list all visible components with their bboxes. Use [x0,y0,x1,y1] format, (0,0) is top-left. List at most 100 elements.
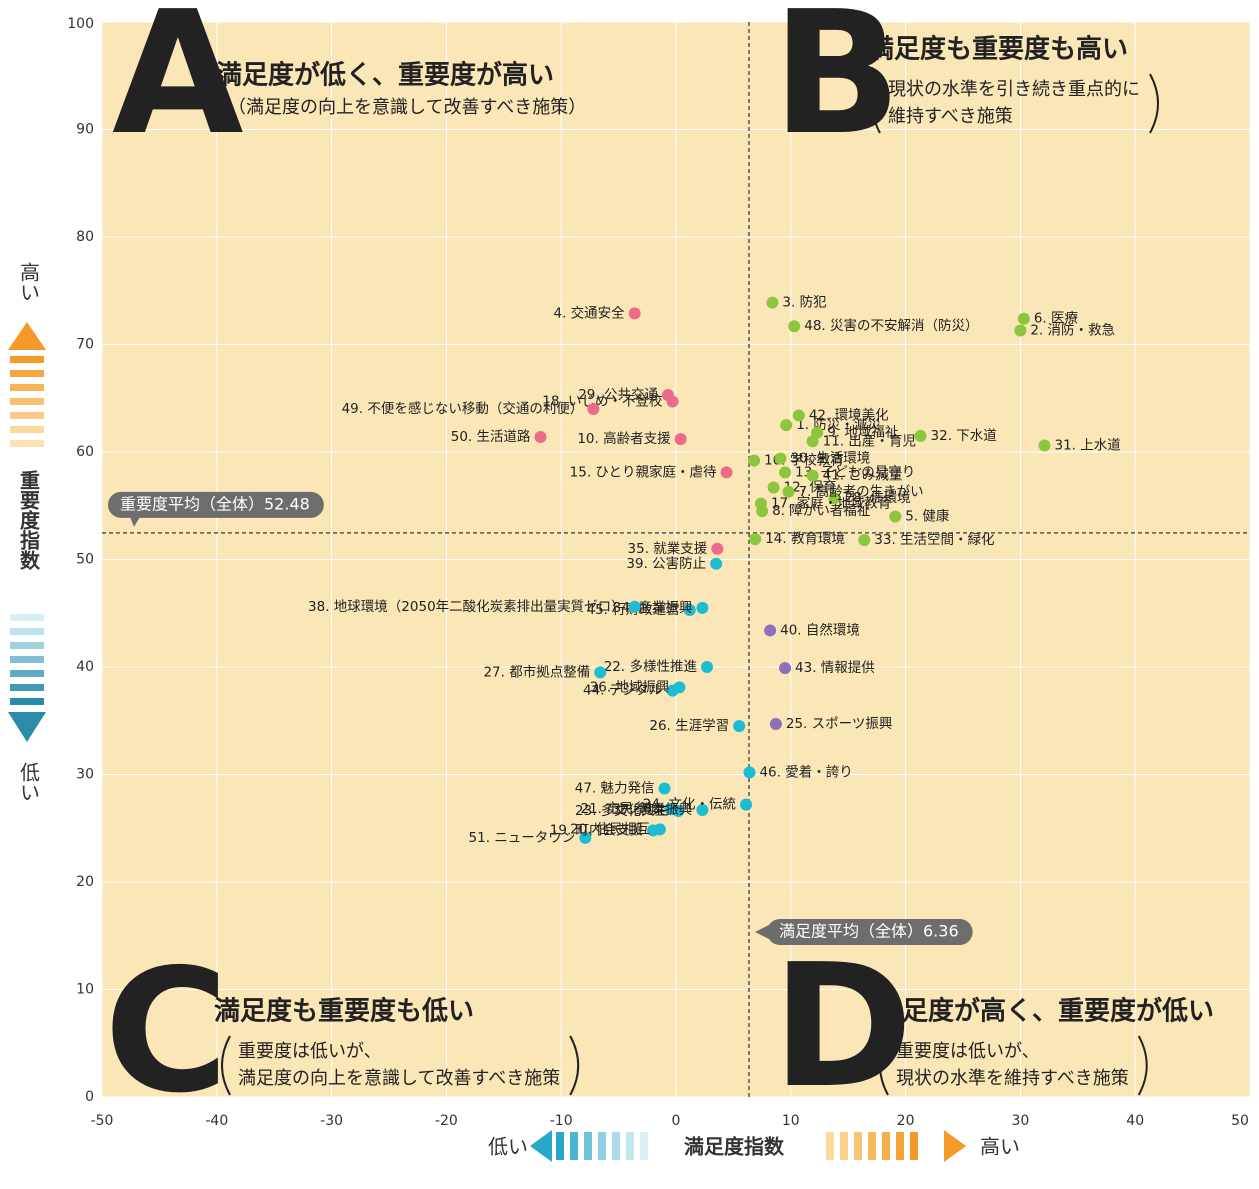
x-tick-label: -20 [435,1113,458,1129]
point [780,419,793,432]
quadrant-subtitle: 現状の水準を維持すべき施策 [896,1068,1129,1089]
plot-area [101,21,1251,1098]
point-label: 44. デジタル [583,682,663,699]
badge-bg [767,919,973,945]
point-label: 9. 地域福祉 [827,425,898,441]
y-tick-label: 30 [76,767,94,783]
point-label: 36. 地域振興 [590,679,670,695]
point-label: 11. 出産・育児 [823,433,916,449]
point [769,717,782,730]
x-tick-label: -50 [91,1113,114,1129]
x-axis-label: 満足度指数 [684,1135,785,1159]
badge-pointer [130,516,140,527]
point-label: 42. 環境美化 [809,407,889,423]
point [683,604,696,617]
point [733,720,746,733]
point [779,662,792,675]
point [674,433,687,446]
point-label: 13. 子どもの見守り [795,464,915,480]
x-tick-label: 30 [1011,1113,1029,1129]
point-label: 47. 魅力発信 [575,780,655,796]
point [806,469,819,482]
paren [221,1035,231,1096]
paren [871,73,881,134]
y-tick-label: 60 [76,444,94,460]
paren [1137,1035,1148,1096]
point [806,435,819,448]
point-label: 30. 生活環境 [790,450,870,466]
point-label: 27. 都市拠点整備 [483,663,590,680]
quadrant-title: 満足度が高く、重要度が低い [876,996,1214,1027]
point-label: 40. 自然環境 [780,621,860,638]
x-axis-decoration [530,1130,966,1162]
point [740,798,753,811]
point-label: 5. 健康 [905,508,950,525]
x-high-label: 高い [980,1135,1020,1159]
point [711,542,724,555]
badge-bg [108,491,324,518]
quadrant-subtitle: 現状の水準を引き続き重点的に [888,79,1140,100]
point-label: 23. 多文化共生 [575,802,668,819]
point-label: 8. 障がい者福祉 [772,503,870,519]
point-label: 6. 医療 [1034,310,1079,327]
point [754,497,767,510]
point [764,624,777,637]
average-badge [755,919,973,945]
y-tick-label: 20 [76,874,94,890]
point [766,296,779,309]
quadrant-subtitle: 満足度の向上を意識して改善すべき施策 [238,1068,560,1089]
point [788,320,801,333]
x-tick-label: -40 [205,1113,228,1129]
x-tick-label: 50 [1231,1113,1249,1129]
point [673,681,686,694]
quadrant-letter: C [104,933,229,1131]
y-tick-label: 100 [67,16,94,32]
point-label: 32. 下水道 [931,428,997,444]
quadrant-title: 満足度も重要度も高い [868,34,1128,65]
point-label: 10. 高齢者支援 [577,430,671,447]
point [749,533,762,546]
point-label: 4. 交通安全 [554,304,626,321]
point-label: 35. 就業支援 [628,541,708,557]
quadrant-subtitle: 維持すべき施策 [888,106,1013,127]
point-label: 46. 愛着・誇り [759,763,852,780]
point [666,395,679,408]
y-tick-label: 80 [76,229,94,245]
point-label: 24. 文化・伝統 [643,797,736,813]
point-label: 15. ひとり親家庭・虐待 [570,463,717,480]
average-label: 重要度平均（全体）52.48 [120,494,310,513]
point-label: 12. 保育 [784,479,837,495]
x-low-label: 低い [488,1135,528,1159]
average-label: 満足度平均（全体）6.36 [779,922,959,941]
point [594,666,607,679]
quadrant-title: 満足度が低く、重要度が高い [216,60,554,91]
point-label: 14. 教育環境 [765,531,845,547]
x-tick-label: 40 [1126,1113,1144,1129]
point [587,403,600,415]
paren [879,1035,889,1096]
point [653,823,666,836]
y-tick-label: 0 [85,1089,94,1105]
point [696,803,709,816]
point [1017,312,1030,325]
point-label: 39. 公害防止 [626,556,706,572]
point [628,600,641,613]
point-label: 17. 家庭・地域教育 [771,495,891,512]
y-tick-label: 90 [76,122,94,138]
y-tick-label: 50 [76,552,94,568]
point [720,466,733,479]
x-tick-label: 10 [782,1113,800,1129]
point-label: 43. 情報提供 [795,660,875,676]
y-low-label: 低い [17,762,41,802]
point-label: 18. いじめ・不登校 [542,392,663,409]
x-tick-label: 0 [672,1113,681,1129]
quadrant-title: 満足度も重要度も低い [214,996,474,1027]
quadrant-subtitle: （満足度の向上を意識して改善すべき施策） [228,97,586,118]
quadrant-subtitle: 重要度は低いが、 [238,1041,382,1062]
x-tick-label: -30 [320,1113,343,1129]
quadrant-letter: D [772,928,913,1126]
point [534,430,547,443]
point [710,557,723,570]
point [889,510,902,523]
y-axis-decoration [8,322,46,742]
